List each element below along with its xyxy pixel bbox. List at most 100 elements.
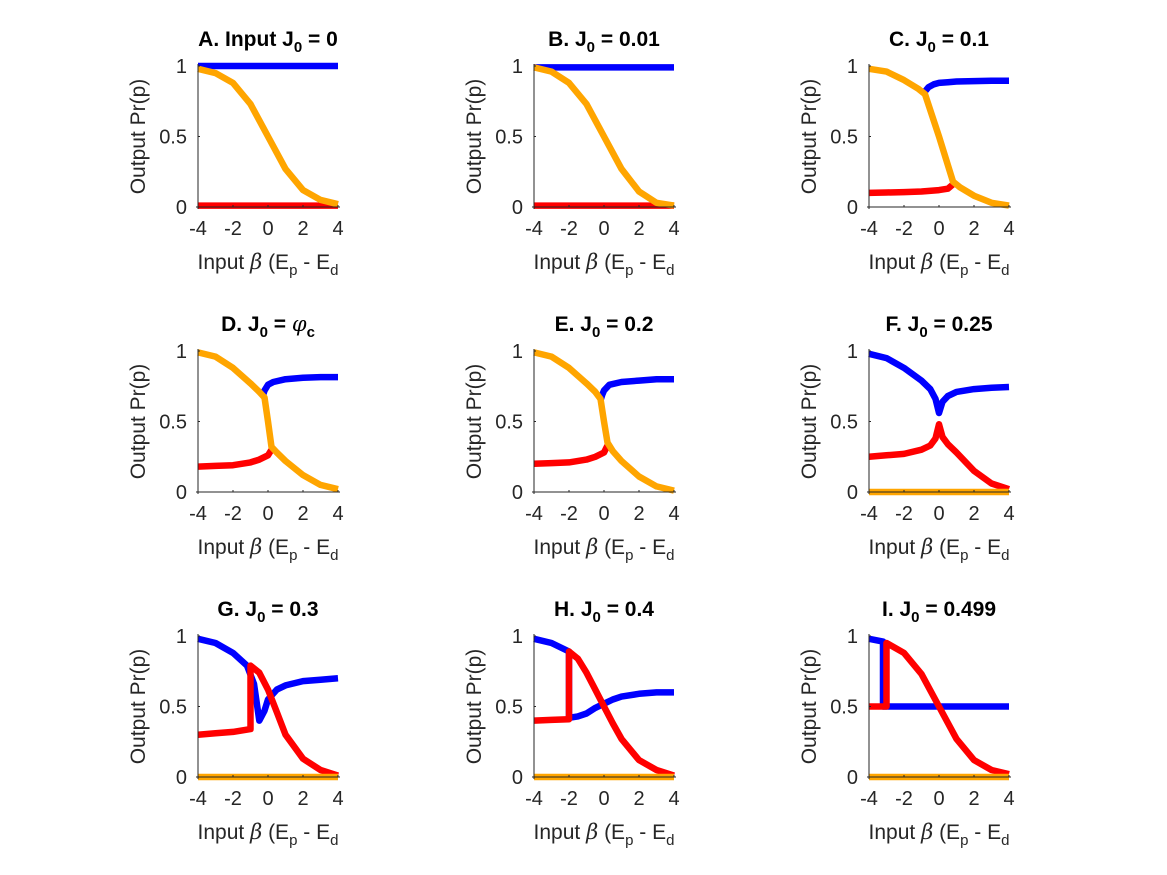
series-blue (197, 635, 339, 724)
panel-title: A. Input J0 = 0 (198, 28, 338, 56)
series-red (868, 181, 956, 197)
x-axis-label: Input β (Ep - Ed (198, 250, 339, 279)
series-orange (197, 65, 339, 208)
y-tick-label: 0 (176, 767, 187, 789)
y-tick-label: 0.5 (159, 412, 187, 434)
x-tick-label: -4 (525, 788, 543, 810)
y-axis-label: Output Pr(p) (127, 649, 150, 765)
series-blue (868, 635, 1009, 710)
y-tick-label: 1 (847, 341, 858, 363)
panel-title: C. J0 = 0.1 (889, 28, 989, 56)
x-tick-label: -4 (860, 788, 878, 810)
x-tick-label: -4 (189, 218, 207, 240)
x-tick-label: 0 (933, 503, 944, 525)
y-tick-label: 0 (847, 482, 858, 504)
x-axis-label: Input β (Ep - Ed (534, 250, 675, 279)
y-axis-label: Output Pr(p) (798, 649, 821, 765)
series-blue (597, 375, 674, 402)
x-axis-label: Input β (Ep - Ed (198, 535, 339, 564)
y-axis-label: Output Pr(p) (463, 649, 486, 765)
x-tick-label: 4 (668, 788, 679, 810)
y-tick-label: 1 (847, 56, 858, 78)
y-axis-label: Output Pr(p) (127, 364, 150, 480)
series-red (197, 662, 339, 779)
x-tick-label: 4 (668, 218, 679, 240)
y-axis-label: Output Pr(p) (463, 364, 486, 480)
y-tick-label: 0 (512, 767, 523, 789)
x-tick-label: 2 (968, 218, 979, 240)
x-tick-label: 0 (262, 218, 273, 240)
y-tick-label: 0.5 (495, 127, 523, 149)
x-tick-label: -2 (895, 788, 913, 810)
panel-title: G. J0 = 0.3 (217, 598, 318, 626)
x-axis-label: Input β (Ep - Ed (869, 820, 1010, 849)
x-tick-label: -2 (895, 503, 913, 525)
x-tick-label: 4 (332, 788, 343, 810)
x-tick-label: -4 (860, 503, 878, 525)
series-blue (868, 350, 1010, 417)
panel-d: 0 0.5 1 -4 -2 0 2 4 D. J0 = φc Input β (Ep - Ed Ou… (127, 312, 344, 564)
x-tick-label: 2 (633, 503, 644, 525)
x-tick-label: 4 (332, 218, 343, 240)
y-tick-label: 1 (176, 56, 187, 78)
panel-title: I. J0 = 0.499 (882, 598, 996, 626)
x-tick-label: -2 (224, 503, 242, 525)
x-tick-label: 0 (598, 503, 609, 525)
panel-title: H. J0 = 0.4 (554, 598, 654, 626)
x-tick-label: 2 (297, 218, 308, 240)
y-axis-label: Output Pr(p) (127, 79, 150, 195)
series-red (868, 421, 1011, 493)
y-tick-label: 1 (847, 626, 858, 648)
x-tick-label: 2 (633, 788, 644, 810)
x-tick-label: -2 (224, 218, 242, 240)
panel-title: E. J0 = 0.2 (555, 313, 654, 341)
x-axis-label: Input β (Ep - Ed (534, 535, 675, 564)
series-red (533, 648, 675, 779)
x-tick-label: -2 (560, 788, 578, 810)
y-tick-label: 0.5 (830, 412, 858, 434)
series-orange (868, 65, 1010, 209)
panel-e: 0 0.5 1 -4 -2 0 2 4 E. J0 = 0.2 Input β (Ep - Ed O… (463, 313, 680, 564)
y-tick-label: 0 (847, 197, 858, 219)
x-tick-label: 2 (968, 503, 979, 525)
series-orange (533, 349, 675, 494)
x-axis-label: Input β (Ep - Ed (869, 250, 1010, 279)
x-tick-label: -2 (560, 503, 578, 525)
panel-g: 0 0.5 1 -4 -2 0 2 4 G. J0 = 0.3 Input β (Ep - Ed O… (127, 598, 344, 849)
panel-a: 0 0.5 1 -4 -2 0 2 4 A. Input J0 = 0 Input β (Ep -… (127, 28, 344, 279)
y-tick-label: 0 (176, 482, 187, 504)
x-tick-label: -2 (224, 788, 242, 810)
panel-title: D. J0 = φc (221, 312, 315, 341)
y-tick-label: 0.5 (830, 127, 858, 149)
y-tick-label: 0.5 (159, 127, 187, 149)
x-tick-label: -4 (860, 218, 878, 240)
x-tick-label: 0 (262, 503, 273, 525)
x-tick-label: 0 (598, 788, 609, 810)
x-tick-label: 0 (262, 788, 273, 810)
y-tick-label: 0 (176, 197, 187, 219)
series-orange (533, 64, 675, 209)
y-tick-label: 1 (512, 341, 523, 363)
x-tick-label: 4 (1003, 503, 1014, 525)
x-tick-label: 4 (332, 503, 343, 525)
series-red (869, 639, 1010, 778)
x-tick-label: 4 (1003, 788, 1014, 810)
x-tick-label: 0 (933, 788, 944, 810)
x-tick-label: 2 (297, 503, 308, 525)
panel-c: 0 0.5 1 -4 -2 0 2 4 C. J0 = 0.1 Input β (Ep - Ed O… (798, 28, 1015, 279)
x-tick-label: -4 (525, 503, 543, 525)
series-red (197, 447, 275, 470)
x-tick-label: 4 (668, 503, 679, 525)
x-tick-label: -2 (895, 218, 913, 240)
y-axis-label: Output Pr(p) (463, 79, 486, 195)
series-blue (259, 373, 338, 398)
x-tick-label: -4 (525, 218, 543, 240)
x-tick-label: 0 (933, 218, 944, 240)
x-tick-label: 4 (1003, 218, 1014, 240)
y-tick-label: 0.5 (159, 697, 187, 719)
y-axis-label: Output Pr(p) (798, 364, 821, 480)
panel-f: 0 0.5 1 -4 -2 0 2 4 F. J0 = 0.25 Input β (Ep - Ed… (798, 313, 1015, 564)
panel-h: 0 0.5 1 -4 -2 0 2 4 H. J0 = 0.4 Input β (Ep - Ed O… (463, 598, 680, 849)
series-orange (197, 349, 339, 493)
